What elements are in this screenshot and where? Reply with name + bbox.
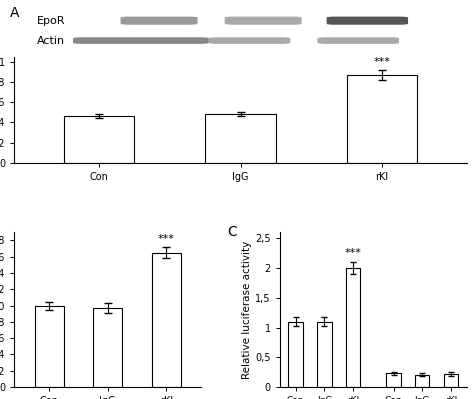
Bar bbox=[35, 306, 64, 387]
Y-axis label: Relative luciferase activity: Relative luciferase activity bbox=[242, 241, 253, 379]
Text: A: A bbox=[9, 6, 19, 20]
Text: C: C bbox=[228, 225, 237, 239]
Bar bbox=[317, 322, 332, 387]
FancyBboxPatch shape bbox=[318, 37, 399, 44]
Text: ***: *** bbox=[374, 57, 391, 67]
Bar bbox=[64, 117, 135, 163]
Bar bbox=[444, 374, 458, 387]
FancyBboxPatch shape bbox=[73, 37, 209, 44]
Text: ***: *** bbox=[345, 249, 362, 259]
Bar bbox=[346, 75, 418, 163]
FancyBboxPatch shape bbox=[225, 17, 301, 25]
FancyBboxPatch shape bbox=[327, 17, 408, 25]
Text: Actin: Actin bbox=[37, 36, 65, 45]
FancyBboxPatch shape bbox=[209, 37, 291, 44]
Text: ***: *** bbox=[158, 234, 174, 244]
Text: EpoR: EpoR bbox=[37, 16, 65, 26]
Bar bbox=[205, 115, 276, 163]
Bar bbox=[415, 375, 429, 387]
Bar bbox=[386, 373, 401, 387]
Bar bbox=[93, 308, 122, 387]
Bar bbox=[152, 253, 181, 387]
FancyBboxPatch shape bbox=[120, 17, 198, 25]
Bar bbox=[346, 268, 360, 387]
Bar bbox=[289, 322, 303, 387]
